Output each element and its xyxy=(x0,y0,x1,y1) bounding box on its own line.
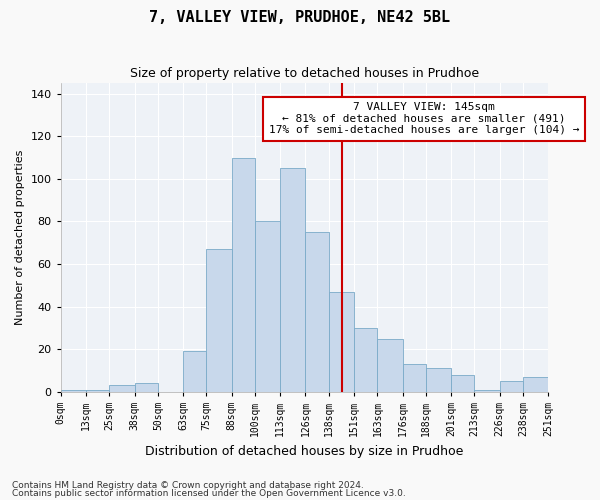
Bar xyxy=(475,390,500,392)
Y-axis label: Number of detached properties: Number of detached properties xyxy=(15,150,25,325)
Bar xyxy=(523,377,548,392)
Bar xyxy=(206,249,232,392)
Bar xyxy=(500,381,523,392)
Bar xyxy=(451,375,475,392)
Bar xyxy=(232,158,255,392)
Bar xyxy=(329,292,354,392)
Bar xyxy=(354,328,377,392)
Bar xyxy=(305,232,329,392)
Bar xyxy=(377,338,403,392)
Bar xyxy=(255,222,280,392)
Bar xyxy=(183,352,206,392)
X-axis label: Distribution of detached houses by size in Prudhoe: Distribution of detached houses by size … xyxy=(145,444,464,458)
Bar xyxy=(61,390,86,392)
Text: 7, VALLEY VIEW, PRUDHOE, NE42 5BL: 7, VALLEY VIEW, PRUDHOE, NE42 5BL xyxy=(149,10,451,25)
Bar xyxy=(86,390,109,392)
Bar xyxy=(109,386,134,392)
Title: Size of property relative to detached houses in Prudhoe: Size of property relative to detached ho… xyxy=(130,68,479,80)
Text: 7 VALLEY VIEW: 145sqm
← 81% of detached houses are smaller (491)
17% of semi-det: 7 VALLEY VIEW: 145sqm ← 81% of detached … xyxy=(269,102,579,136)
Bar xyxy=(403,364,426,392)
Bar xyxy=(280,168,305,392)
Text: Contains HM Land Registry data © Crown copyright and database right 2024.: Contains HM Land Registry data © Crown c… xyxy=(12,480,364,490)
Bar xyxy=(426,368,451,392)
Bar xyxy=(134,384,158,392)
Text: Contains public sector information licensed under the Open Government Licence v3: Contains public sector information licen… xyxy=(12,489,406,498)
